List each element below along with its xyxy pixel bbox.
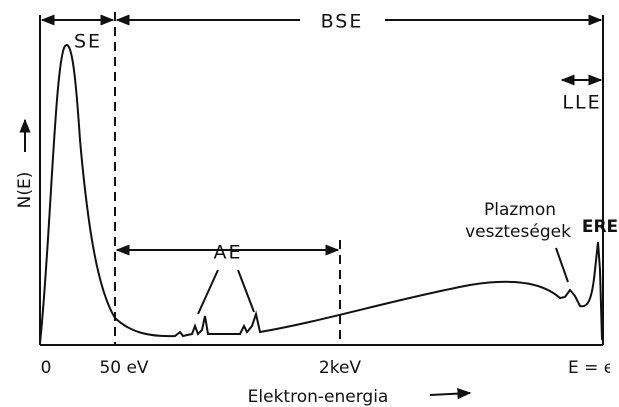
x-arrow — [429, 388, 472, 400]
y-axis-label: N(E) — [15, 172, 35, 209]
x-tick-label: 50 eV — [99, 358, 148, 378]
x-tick-label: E = el — [568, 358, 619, 378]
ere-label: ERE — [582, 217, 618, 237]
x-tick-label: 2keV — [319, 358, 362, 378]
pointer — [237, 269, 255, 313]
spectrum-curve — [39, 44, 603, 344]
pointer — [555, 247, 569, 283]
clip — [610, 355, 619, 380]
ae-label: AE — [213, 242, 242, 264]
se-label: SE — [74, 31, 102, 53]
pointer — [197, 269, 219, 315]
bse-label: BSE — [321, 11, 364, 33]
lle-label: LLE — [562, 92, 601, 114]
plasmon-label: Plazmon — [484, 200, 556, 220]
x-tick-label: 0 — [41, 358, 52, 378]
plasmon-label: veszteségek — [465, 222, 571, 242]
x-axis-label: Elektron-energia — [248, 387, 389, 407]
